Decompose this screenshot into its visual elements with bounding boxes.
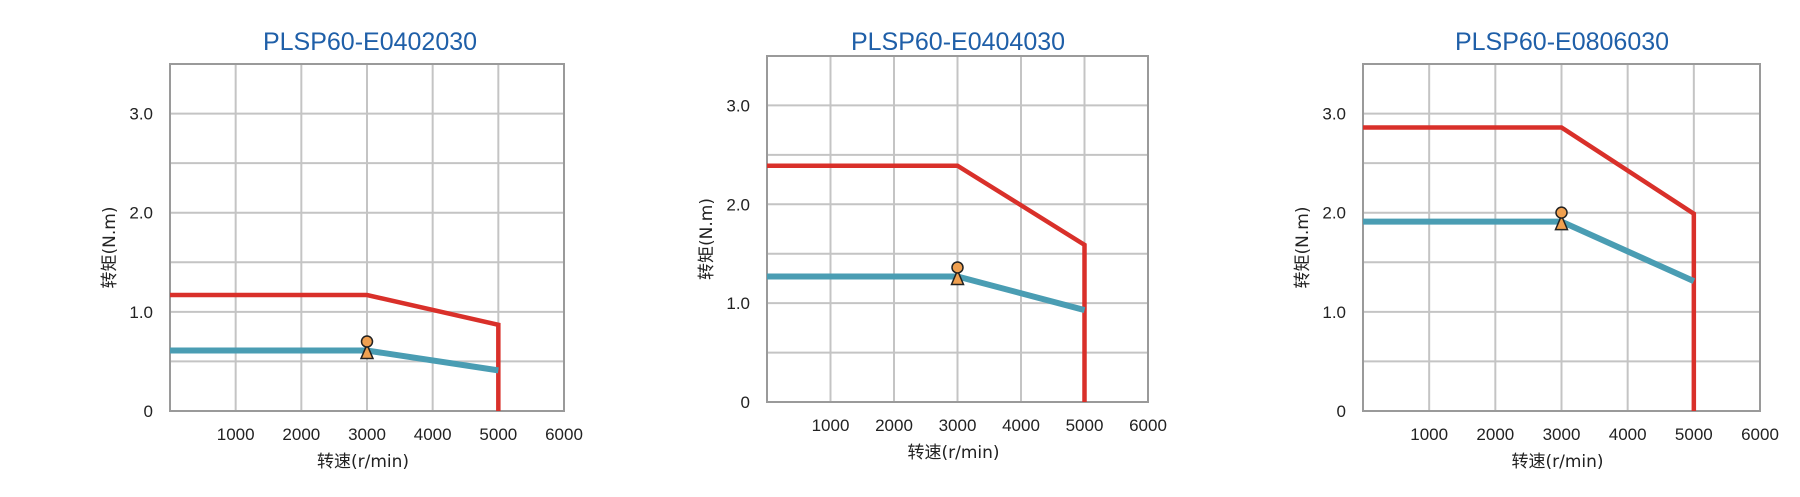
rated-torque-line [1363, 218, 1696, 284]
peak-torque-line [767, 163, 1087, 402]
x-axis-label: 转速(r/min) [317, 452, 409, 472]
x-axis-label: 转速(r/min) [907, 443, 999, 463]
plot-frame [1362, 63, 1761, 412]
x-tick-label: 6000 [1129, 416, 1167, 435]
plot-frame [766, 55, 1149, 403]
x-tick-label: 6000 [1741, 425, 1779, 444]
rated-point-circle [951, 261, 964, 274]
rated-point-triangle [1554, 213, 1569, 231]
x-tick-label: 3000 [1543, 425, 1581, 444]
x-tick-label: 4000 [1002, 416, 1040, 435]
y-tick-label: 0 [1337, 402, 1346, 421]
rated-point-triangle [359, 342, 375, 360]
y-tick-label: 3.0 [129, 105, 153, 124]
x-tick-label: 5000 [1066, 416, 1104, 435]
plot-frame [169, 63, 565, 412]
chart-title: PLSP60-E0404030 [851, 28, 1065, 56]
x-tick-label: 1000 [217, 425, 255, 444]
x-tick-label: 2000 [282, 425, 320, 444]
x-tick-label: 1000 [812, 416, 850, 435]
peak-torque-line [1363, 125, 1697, 411]
x-tick-label: 3000 [939, 416, 977, 435]
y-tick-label: 2.0 [129, 204, 153, 223]
chart-title: PLSP60-E0806030 [1455, 28, 1669, 56]
y-tick-label: 0 [144, 402, 153, 421]
x-tick-label: 2000 [1476, 425, 1514, 444]
x-tick-label: 3000 [348, 425, 386, 444]
rated-point-circle [1555, 206, 1568, 219]
y-tick-label: 2.0 [1322, 204, 1346, 223]
x-tick-label: 2000 [875, 416, 913, 435]
x-tick-label: 6000 [545, 425, 583, 444]
rated-point-triangle [950, 268, 965, 286]
y-tick-label: 1.0 [129, 303, 153, 322]
torque-speed-chart-2: PLSP60-E0404030 1000 2000 3000 4000 5000 6000 0… [697, 28, 1167, 463]
y-axis-label: 转矩(N.m) [1293, 207, 1313, 289]
y-tick-label: 3.0 [1322, 105, 1346, 124]
chart-panel-1: PLSP60-E0402030 1000 2000 3000 4000 5000 6000 0… [0, 0, 600, 497]
y-tick-label: 1.0 [1322, 303, 1346, 322]
rated-torque-line [767, 273, 1086, 313]
torque-speed-chart-1: PLSP60-E0402030 1000 2000 3000 4000 5000 6000 0… [100, 28, 583, 472]
x-tick-label: 1000 [1410, 425, 1448, 444]
x-tick-label: 4000 [414, 425, 452, 444]
x-axis-label: 转速(r/min) [1511, 452, 1603, 472]
x-tick-label: 5000 [479, 425, 517, 444]
y-axis-label: 转矩(N.m) [697, 198, 717, 280]
y-axis-label: 转矩(N.m) [100, 207, 120, 289]
rated-point-circle [360, 335, 374, 348]
x-tick-label: 5000 [1675, 425, 1713, 444]
y-tick-label: 2.0 [726, 195, 750, 214]
y-tick-label: 0 [741, 393, 750, 412]
x-tick-label: 4000 [1609, 425, 1647, 444]
chart-panel-2: PLSP60-E0404030 1000 2000 3000 4000 5000 6000 0… [600, 0, 1200, 497]
y-tick-label: 1.0 [726, 294, 750, 313]
chart-panel-3: PLSP60-E0806030 1000 2000 3000 4000 5000 6000 0… [1200, 0, 1800, 497]
chart-title: PLSP60-E0402030 [263, 28, 477, 56]
y-tick-label: 3.0 [726, 96, 750, 115]
torque-speed-chart-3: PLSP60-E0806030 1000 2000 3000 4000 5000 6000 0… [1293, 28, 1779, 472]
